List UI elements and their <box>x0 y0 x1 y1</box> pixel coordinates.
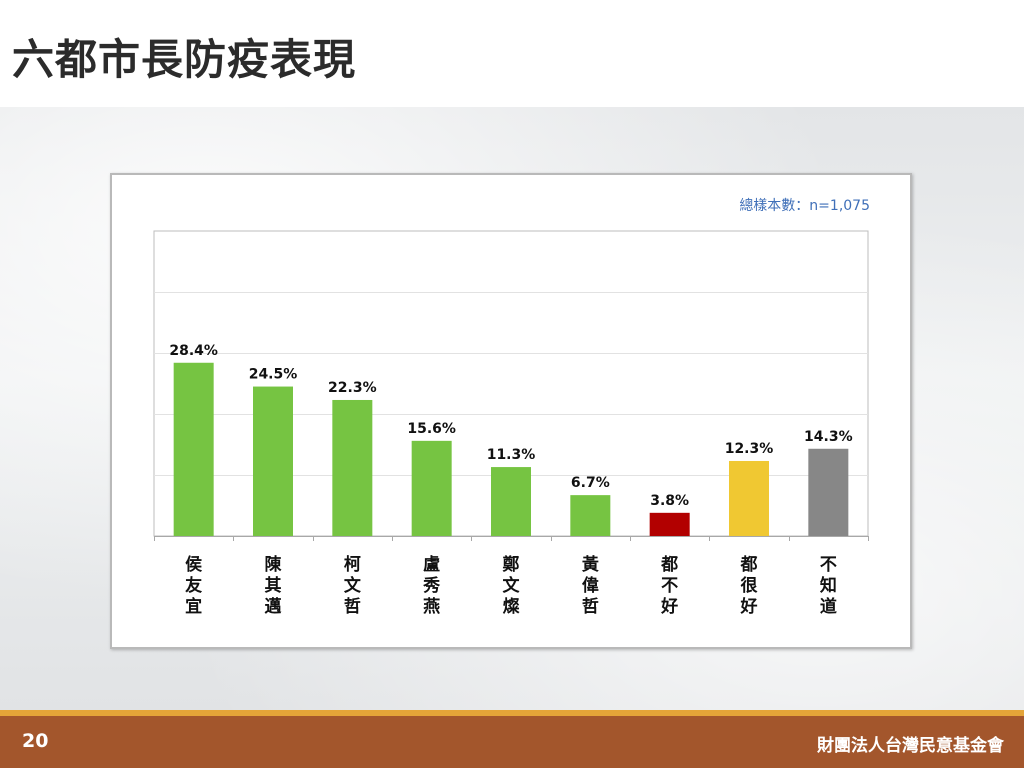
footer-bar: 20 財團法人台灣民意基金會 <box>0 716 1024 768</box>
slide-title: 六都市長防疫表現 <box>12 35 357 84</box>
data-label-都不好: 3.8% <box>650 493 689 509</box>
data-label-黃偉哲: 6.7% <box>571 475 610 491</box>
category-label-柯文哲: 柯文哲 <box>344 554 362 617</box>
category-label-鄭文燦: 鄭文燦 <box>503 554 521 617</box>
sample-size-label: 總樣本數：n=1,075 <box>739 198 870 214</box>
category-label-侯友宜: 侯友宜 <box>185 554 203 617</box>
page-number: 20 <box>22 730 49 752</box>
data-label-都很好: 12.3% <box>725 441 774 457</box>
organization-name: 財團法人台灣民意基金會 <box>817 736 1004 756</box>
bar-鄭文燦 <box>491 467 531 536</box>
category-label-都不好: 都不好 <box>660 554 678 617</box>
bar-都不好 <box>649 512 690 536</box>
category-label-黃偉哲: 黃偉哲 <box>581 555 599 617</box>
bar-陳其邁 <box>253 386 293 536</box>
data-label-陳其邁: 24.5% <box>249 367 298 383</box>
category-label-不知道: 不知道 <box>819 555 837 617</box>
bar-盧秀燕 <box>411 440 452 536</box>
data-label-鄭文燦: 11.3% <box>487 447 536 463</box>
bar-都很好 <box>729 460 769 536</box>
bar-柯文哲 <box>332 399 373 536</box>
data-label-盧秀燕: 15.6% <box>407 421 456 437</box>
bar-chart: 28.4% 侯友宜 24.5% 陳其邁 22.3% 柯文哲 15.6% 盧秀燕 11.3% 鄭文燦… <box>153 230 869 617</box>
bar-侯友宜 <box>173 362 214 536</box>
bar-不知道 <box>808 448 849 536</box>
data-label-不知道: 14.3% <box>804 429 853 445</box>
category-label-陳其邁: 陳其邁 <box>265 554 283 617</box>
footer-accent-line <box>0 710 1024 716</box>
category-label-都很好: 都很好 <box>740 554 758 617</box>
bar-黃偉哲 <box>570 495 611 536</box>
data-label-柯文哲: 22.3% <box>328 380 377 396</box>
category-label-盧秀燕: 盧秀燕 <box>422 554 440 617</box>
chart-panel: 總樣本數：n=1,075 28.4% 侯友宜 24.5% 陳其邁 22.3% 柯文哲 15.… <box>110 173 912 649</box>
data-label-侯友宜: 28.4% <box>169 343 218 359</box>
